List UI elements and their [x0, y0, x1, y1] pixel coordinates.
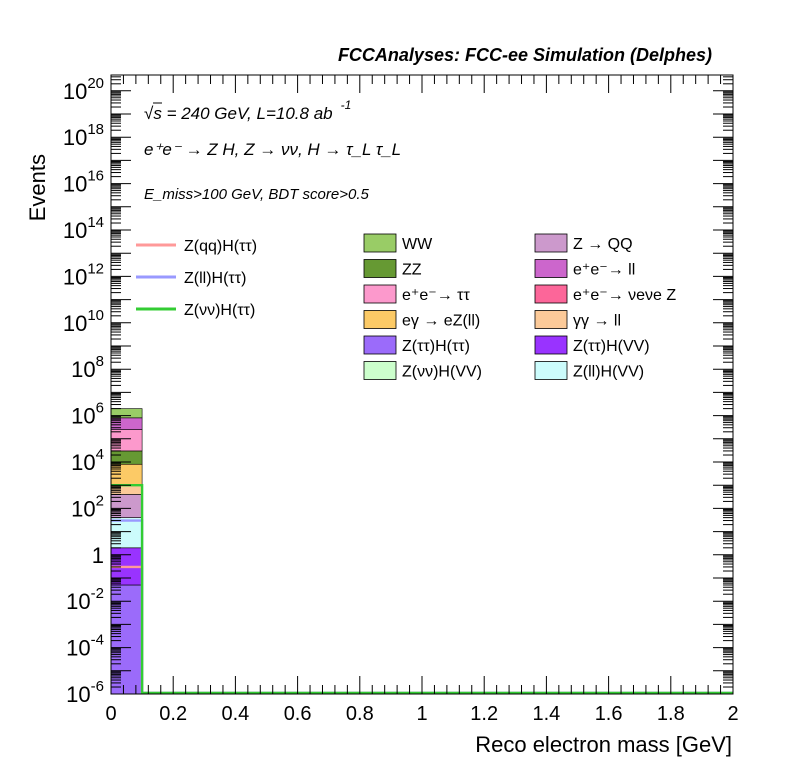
legend-box-label-0: WW: [402, 236, 433, 253]
legend-box-swatch-2: [363, 259, 397, 278]
legend-box-label-7: γγ → ll: [573, 313, 621, 330]
x-tick-label-7: 1.4: [532, 703, 560, 725]
y-axis-label: Events: [25, 154, 50, 221]
signal-line-2: [111, 484, 733, 695]
x-tick-label-4: 0.8: [346, 703, 374, 725]
y-tick-label-10: 1014: [63, 214, 104, 243]
x-tick-label-0: 0: [105, 703, 116, 725]
y-tick-label-1: 10-4: [66, 632, 104, 661]
annotation-energy: √s = 240 GeV, L=10.8 ab -1: [144, 98, 351, 123]
y-tick-label-11: 1016: [63, 168, 104, 197]
legend-box-swatch-10: [363, 361, 397, 380]
plot-frame: [110, 74, 734, 695]
svg-text:√s = 240 GeV, L=10.8 ab-1: √s = 240 GeV, L=10.8 ab -1: [144, 98, 351, 123]
y-tick-label-8: 1010: [63, 307, 104, 336]
legend-line-label-2: Z(νν)H(ττ): [184, 302, 255, 319]
legend-box-swatch-4: [363, 284, 397, 304]
energy-superscript: -1: [341, 98, 352, 112]
y-tick-label-13: 1020: [63, 75, 104, 104]
y-tick-label-3: 1: [92, 543, 104, 568]
y-tick-label-7: 108: [71, 353, 104, 382]
legend-box-swatch-0: [363, 233, 397, 253]
legend-box-label-10: Z(νν)H(VV): [402, 364, 482, 381]
annotation-process: e⁺e⁻ → Z H, Z → νν, H → τ_L τ_L: [144, 140, 401, 159]
legend-box-swatch-5: [534, 284, 568, 304]
legend-box-label-5: e⁺e⁻→ νeνe Z: [573, 287, 676, 304]
y-tick-label-12: 1018: [63, 121, 104, 150]
x-tick-label-3: 0.6: [284, 703, 312, 725]
signal-line-1: [111, 519, 733, 695]
plot-header: FCCAnalyses: FCC-ee Simulation (Delphes): [338, 45, 712, 65]
energy-s: s: [153, 104, 162, 123]
legend-background: WW Z → QQ ZZ e⁺e⁻→ ll e⁺e⁻→ ττ e⁺e⁻→ νeνe Z eγ…: [363, 233, 676, 381]
y-tick-label-0: 10-6: [66, 678, 104, 707]
x-tick-label-5: 1: [416, 703, 427, 725]
y-tick-label-5: 104: [71, 446, 104, 475]
legend-box-swatch-1: [534, 233, 568, 253]
y-axis: 10-6 10-4 10-2 1 102 104 106 108 1010 1012 1014 101…: [63, 75, 733, 707]
x-tick-label-6: 1.2: [470, 703, 498, 725]
x-tick-label-2: 0.4: [221, 703, 249, 725]
bar-3: [110, 494, 143, 518]
legend-box-swatch-9: [534, 335, 568, 355]
energy-text: = 240 GeV, L=10.8 ab: [162, 104, 333, 123]
legend-box-swatch-3: [534, 259, 568, 278]
legend-box-swatch-11: [534, 361, 568, 380]
x-tick-label-8: 1.6: [595, 703, 623, 725]
x-tick-label-10: 2: [727, 703, 738, 725]
x-axis: 0 0.2 0.4 0.6 0.8 1 1.2 1.4 1.6 1.8 2: [105, 75, 739, 725]
y-tick-label-4: 102: [71, 492, 104, 521]
legend-box-label-11: Z(ll)H(VV): [573, 364, 644, 381]
legend-box-swatch-8: [363, 335, 397, 355]
legend-box-swatch-7: [534, 310, 568, 329]
legend-signal: Z(qq)H(ττ) Z(ll)H(ττ) Z(νν)H(ττ): [136, 238, 257, 319]
legend-box-label-2: ZZ: [402, 262, 422, 279]
signal-lines: [111, 484, 733, 695]
legend-box-label-3: e⁺e⁻→ ll: [573, 262, 635, 279]
y-tick-label-6: 106: [71, 400, 104, 429]
y-tick-label-2: 10-2: [66, 585, 104, 614]
energy-sqrt-sign: √: [144, 104, 154, 123]
legend-box-label-6: eγ → eZ(ll): [402, 313, 480, 330]
x-tick-label-1: 0.2: [159, 703, 187, 725]
legend-box-swatch-6: [363, 310, 397, 329]
x-axis-label: Reco electron mass [GeV]: [475, 732, 732, 757]
x-tick-label-9: 1.8: [657, 703, 685, 725]
y-tick-label-9: 1012: [63, 260, 104, 289]
legend-box-label-4: e⁺e⁻→ ττ: [402, 287, 470, 304]
legend-line-label-1: Z(ll)H(ττ): [184, 270, 246, 287]
legend-box-label-9: Z(ττ)H(VV): [573, 338, 650, 355]
annotation-cuts: E_miss>100 GeV, BDT score>0.5: [144, 186, 369, 203]
legend-box-label-8: Z(ττ)H(ττ): [402, 338, 470, 355]
signal-line-0: [111, 565, 733, 695]
legend-line-label-0: Z(qq)H(ττ): [184, 238, 257, 255]
legend-box-label-1: Z → QQ: [573, 236, 633, 253]
